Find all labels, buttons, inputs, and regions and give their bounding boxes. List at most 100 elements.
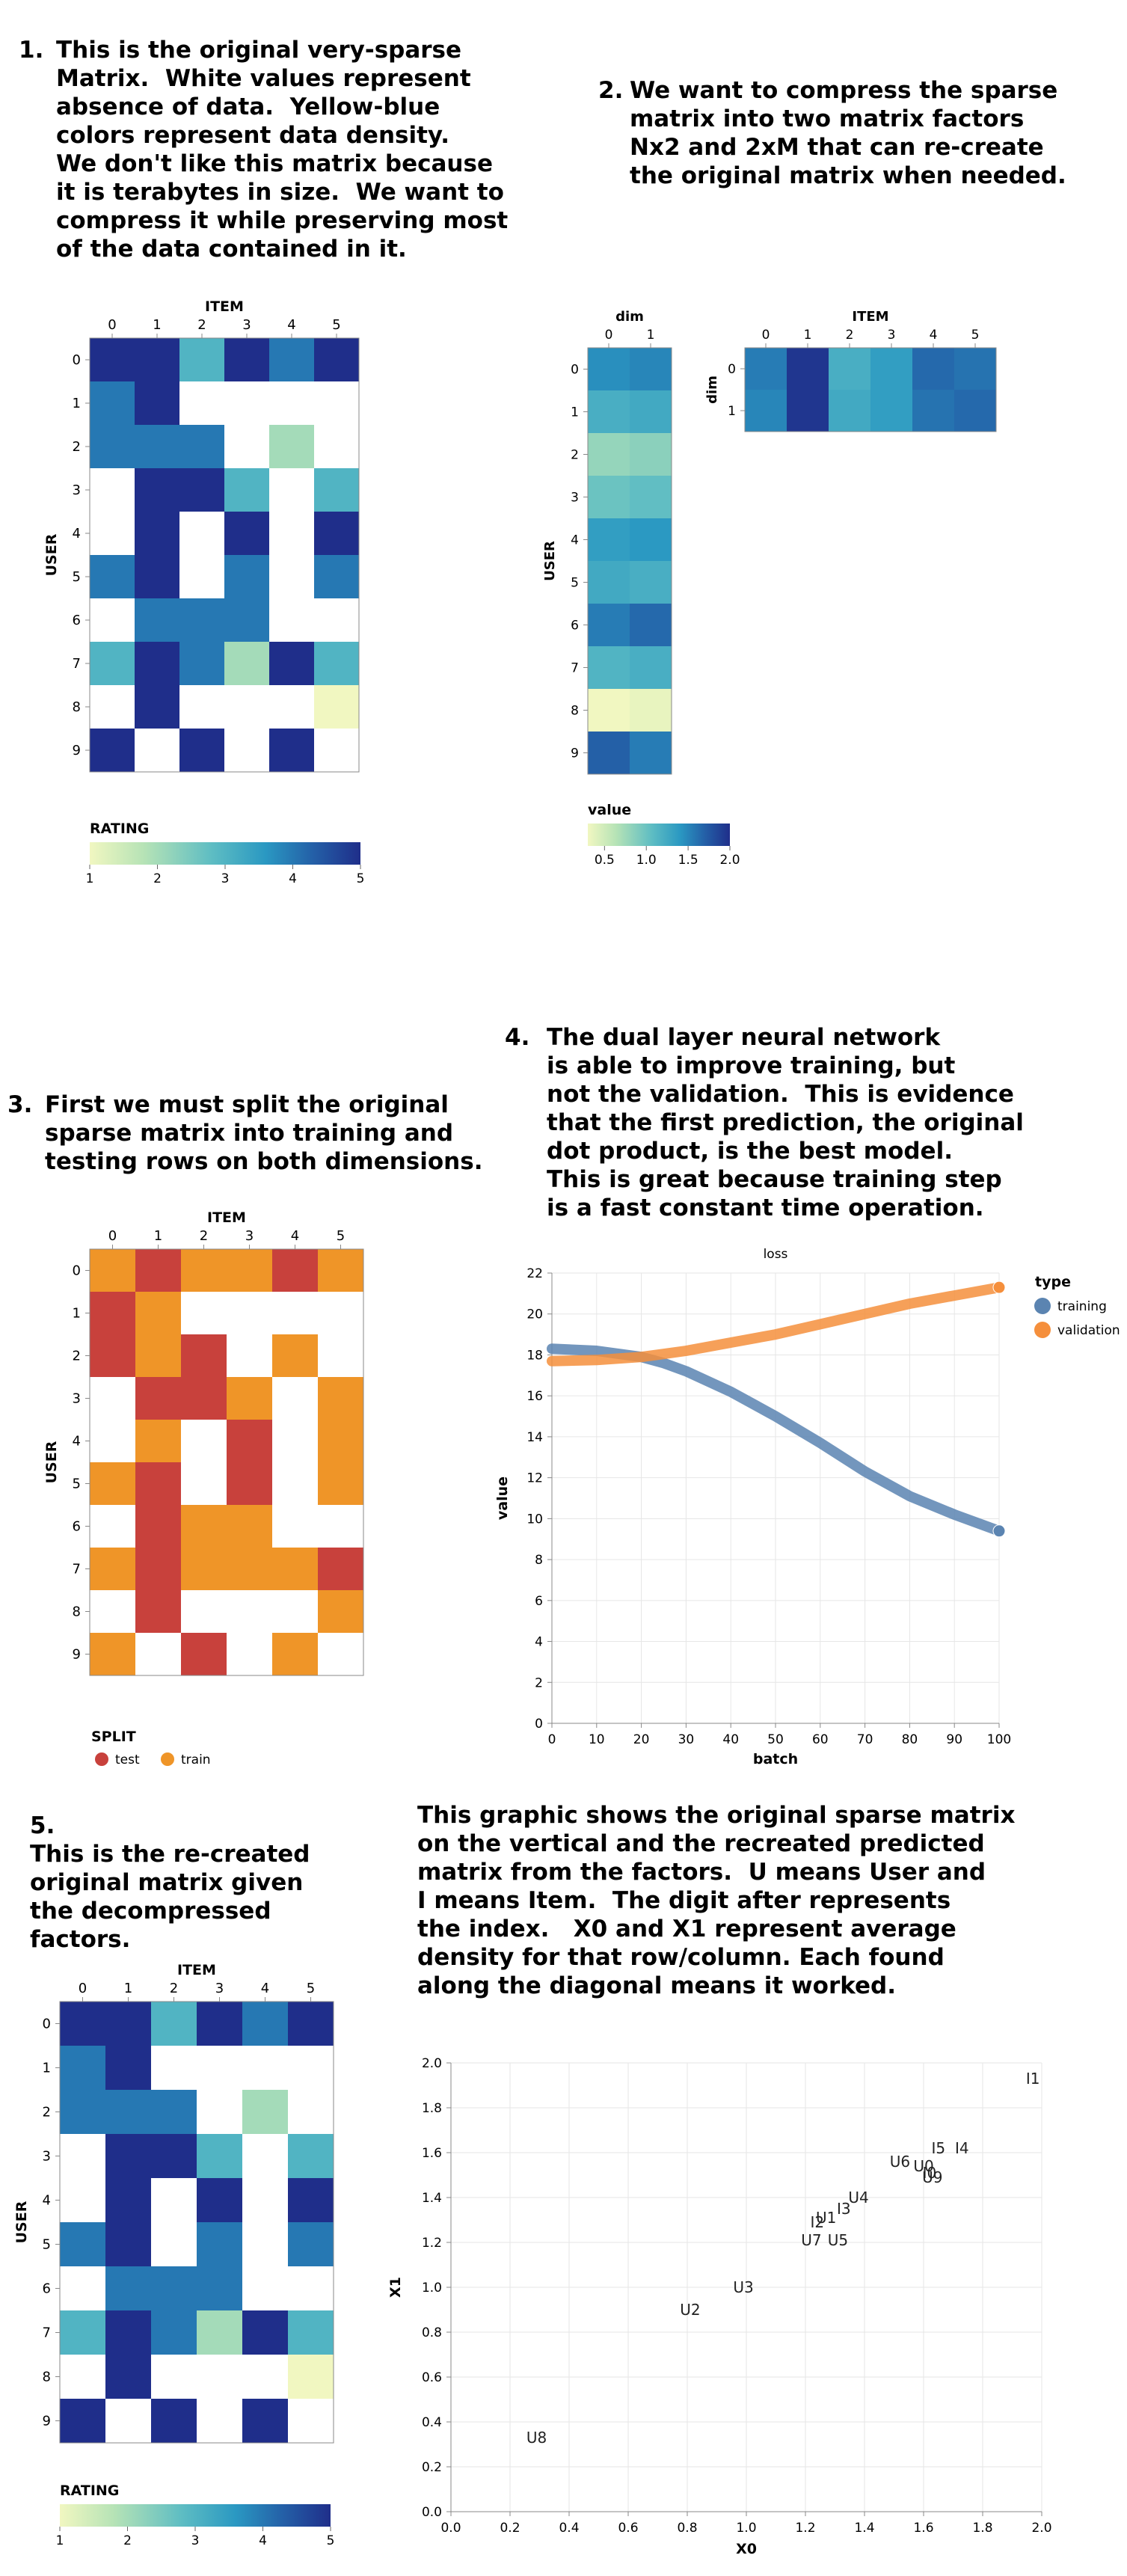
x-tick-label: 1.0 [736,2521,756,2536]
y-tick-label: 1 [728,404,736,419]
heatmap-cell [179,555,224,598]
heatmap-cell [181,1249,227,1292]
heatmap-cell [588,646,630,689]
heatmap-cell [318,1590,363,1633]
heatmap-cell [588,390,630,433]
heatmap-frame [744,347,997,432]
heatmap-cell [179,729,224,772]
x-tick-label: 4 [261,1981,269,1996]
y-axis-title: dim [704,375,720,404]
section1-line: This is the original very-sparse [56,37,462,64]
x-tick-label: 2.0 [1031,2521,1051,2536]
y-tick-label: 9 [73,1647,81,1663]
y-tick-label: 4 [535,1635,543,1650]
heatmap-cell [314,598,359,642]
section5-text: 5. This is the re-created original matrix… [30,1812,310,1954]
heatmap-cell [135,468,179,512]
y-tick-label: 14 [526,1430,543,1445]
heatmap-cell [318,1462,363,1505]
heatmap-recreated_matrix: 0 1 2 3 4 5 ITEM 0 1 2 3 4 5 6 7 8 9 USER [13,1962,334,2444]
x-tick-label: 0.0 [440,2521,461,2536]
heatmap-cell [224,729,269,772]
legend-gradient [60,2504,331,2527]
legend-swatch [1034,1298,1051,1314]
heatmap-cell [90,381,135,425]
heatmap-cell [269,555,314,598]
section3-line: testing rows on both dimensions. [45,1148,483,1175]
heatmap-cell [227,1462,272,1505]
heatmap-cell [224,425,269,468]
legend-tick-label: 1.5 [678,853,698,868]
heatmap-cell [588,476,630,518]
heatmap-cell [90,425,135,468]
heatmap-cell [954,348,996,390]
heatmap-cell [272,1334,318,1377]
heatmap-cell [870,348,912,390]
legend-label: training [1057,1299,1107,1314]
y-tick-label: 2 [43,2105,51,2120]
heatmap-cell [829,390,870,432]
heatmap-cell [242,2222,288,2266]
heatmap-cell [227,1377,272,1420]
heatmap-cell [105,2355,151,2399]
heatmap-cell [272,1548,318,1590]
point-label: I1 [1026,2070,1040,2088]
legend-tick-label: 5 [357,871,365,886]
x-tick-label: 1 [647,328,655,343]
point-label: U9 [922,2168,942,2186]
heatmap-cell [224,642,269,685]
heatmap-cell [314,729,359,772]
x-axis-title: ITEM [205,298,244,315]
heatmap-cell [269,685,314,729]
heatmap-cell [60,2046,105,2090]
legend-tick-label: 4 [259,2533,267,2548]
point-label: U4 [848,2189,868,2207]
legend-label: validation [1057,1323,1120,1338]
section4-line: is a fast constant time operation. [547,1195,984,1221]
heatmap-cell [60,2178,105,2222]
heatmap-cell [151,2310,197,2355]
heatmap-cell [181,1292,227,1334]
heatmap-cell [105,2310,151,2355]
y-tick-label: 8 [73,699,81,715]
heatmap-cell [588,732,630,774]
heatmap-cell [135,729,179,772]
heatmap-cell [90,338,135,381]
heatmap-cell [242,2178,288,2222]
heatmap-cell [90,1590,135,1633]
heatmap-cell [630,348,672,390]
heatmap-cell [630,646,672,689]
x-tick-label: 10 [589,1732,605,1747]
y-tick-label: 1.8 [422,2101,442,2116]
y-axis-title: value [494,1476,511,1520]
x-tick-label: 4 [930,328,938,343]
scatter-chart-factors: 0.0 0.2 0.4 0.6 0.8 1.0 1.2 1.4 1.6 1.8 2.0 0.0 0.2 0… [387,2056,1052,2557]
y-tick-label: 5 [571,576,579,591]
y-tick-label: 12 [526,1471,543,1486]
heatmap-cell [242,2002,288,2046]
y-tick-label: 2.0 [422,2056,442,2071]
heatmap-cell [135,598,179,642]
x-tick-label: 2 [197,317,206,333]
x-tick-label: 5 [971,328,980,343]
y-tick-label: 1.0 [422,2281,442,2296]
y-tick-label: 1 [73,1306,81,1322]
section6-line: matrix from the factors. U means User an… [417,1859,986,1886]
heatmap-cell [318,1633,363,1675]
section3-number: 3. [7,1091,33,1118]
point-label: U3 [733,2278,753,2296]
section1-number: 1. [19,37,44,64]
heatmap-cell [135,381,179,425]
heatmap-cell [181,1633,227,1675]
y-tick-label: 4 [571,533,579,548]
heatmap-cell [318,1249,363,1292]
heatmap-cell [787,390,829,432]
heatmap-cell [227,1548,272,1590]
heatmap-cell [90,1292,135,1334]
y-tick-label: 8 [535,1553,543,1568]
x-tick-label: 3 [242,317,251,333]
legend-original_matrix: RATING 1 2 3 4 5 [86,821,365,886]
heatmap-cell [90,1334,135,1377]
section4-line: not the validation. This is evidence [547,1081,1014,1108]
